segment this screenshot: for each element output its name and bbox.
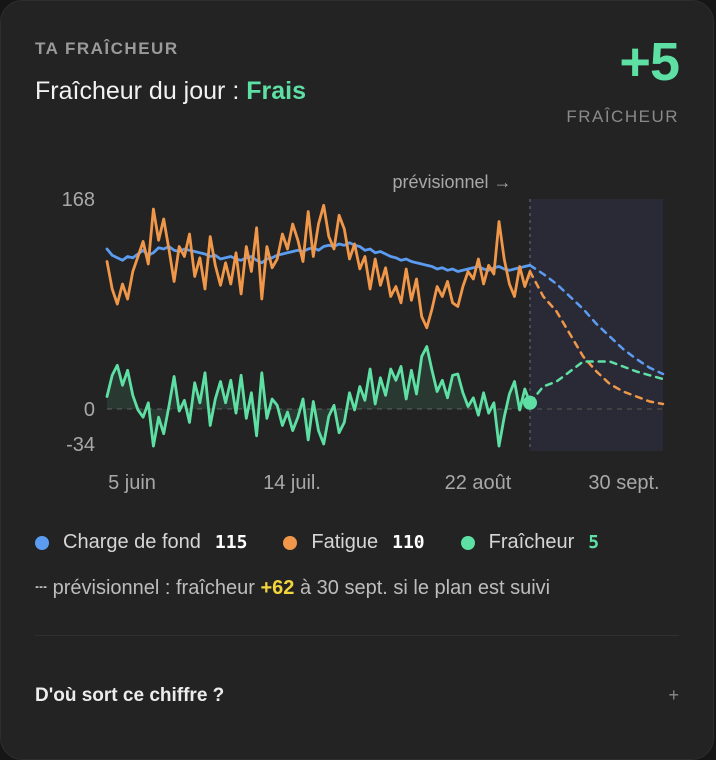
daily-freshness-headline: Fraîcheur du jour : Frais	[35, 77, 306, 106]
training-load-chart: prévisionnel → 168 0 -34 5 juin 14 juil. 22 …	[62, 172, 665, 494]
expand-plus-icon[interactable]: +	[668, 685, 679, 705]
freshness-value: +5	[619, 32, 680, 92]
fraicheur-forecast-line	[528, 360, 665, 405]
freshness-unit: FRAÎCHEUR	[566, 107, 679, 126]
y-tick-label: 168	[62, 189, 95, 211]
chart-legend: Charge de fond 115 Fatigue 110 Fraîcheur…	[35, 531, 635, 554]
note-suffix: à 30 sept. si le plan est suivi	[294, 577, 551, 599]
headline-prefix: Fraîcheur du jour :	[35, 77, 247, 105]
legend-item-fatigue: Fatigue 110	[283, 531, 425, 554]
y-tick-label: 0	[84, 399, 95, 421]
x-tick-label: 14 juil.	[263, 472, 321, 494]
freshness-area	[107, 346, 530, 447]
fatigue-line	[105, 203, 532, 330]
card-eyebrow: TA FRAÎCHEUR	[35, 39, 179, 58]
today-marker	[523, 395, 537, 410]
fraicheur-line	[105, 345, 532, 448]
legend-item-fraicheur: Fraîcheur 5	[460, 531, 600, 554]
fraicheur-dot-icon	[460, 535, 475, 550]
charge-dot-icon	[35, 535, 49, 550]
x-tick-label: 30 sept.	[588, 472, 659, 494]
charge-de-fond-forecast-line	[528, 264, 665, 376]
legend-item-charge: Charge de fond 115	[35, 531, 247, 554]
forecast-note: ┄ prévisionnel : fraîcheur +62 à 30 sept…	[35, 575, 550, 600]
legend-value-charge: 115	[214, 532, 248, 553]
legend-label-fraicheur: Fraîcheur	[488, 531, 575, 553]
freshness-state: Frais	[246, 77, 306, 105]
x-tick-label: 22 août	[445, 472, 512, 494]
legend-value-fraicheur: 5	[588, 532, 600, 553]
section-divider	[35, 635, 679, 636]
legend-label-fatigue: Fatigue	[311, 531, 379, 553]
forecast-label: prévisionnel →	[392, 172, 511, 192]
fatigue-dot-icon	[283, 535, 298, 550]
legend-value-fatigue: 110	[392, 532, 425, 553]
faq-question[interactable]: D'où sort ce chiffre ?	[35, 685, 225, 706]
note-highlight: +62	[260, 577, 295, 599]
fatigue-forecast-line	[528, 270, 665, 406]
note-prefix: ┄ prévisionnel : fraîcheur	[35, 577, 261, 599]
x-tick-label: 5 juin	[108, 472, 156, 494]
legend-label-charge: Charge de fond	[63, 531, 201, 553]
y-tick-label: -34	[66, 434, 95, 456]
